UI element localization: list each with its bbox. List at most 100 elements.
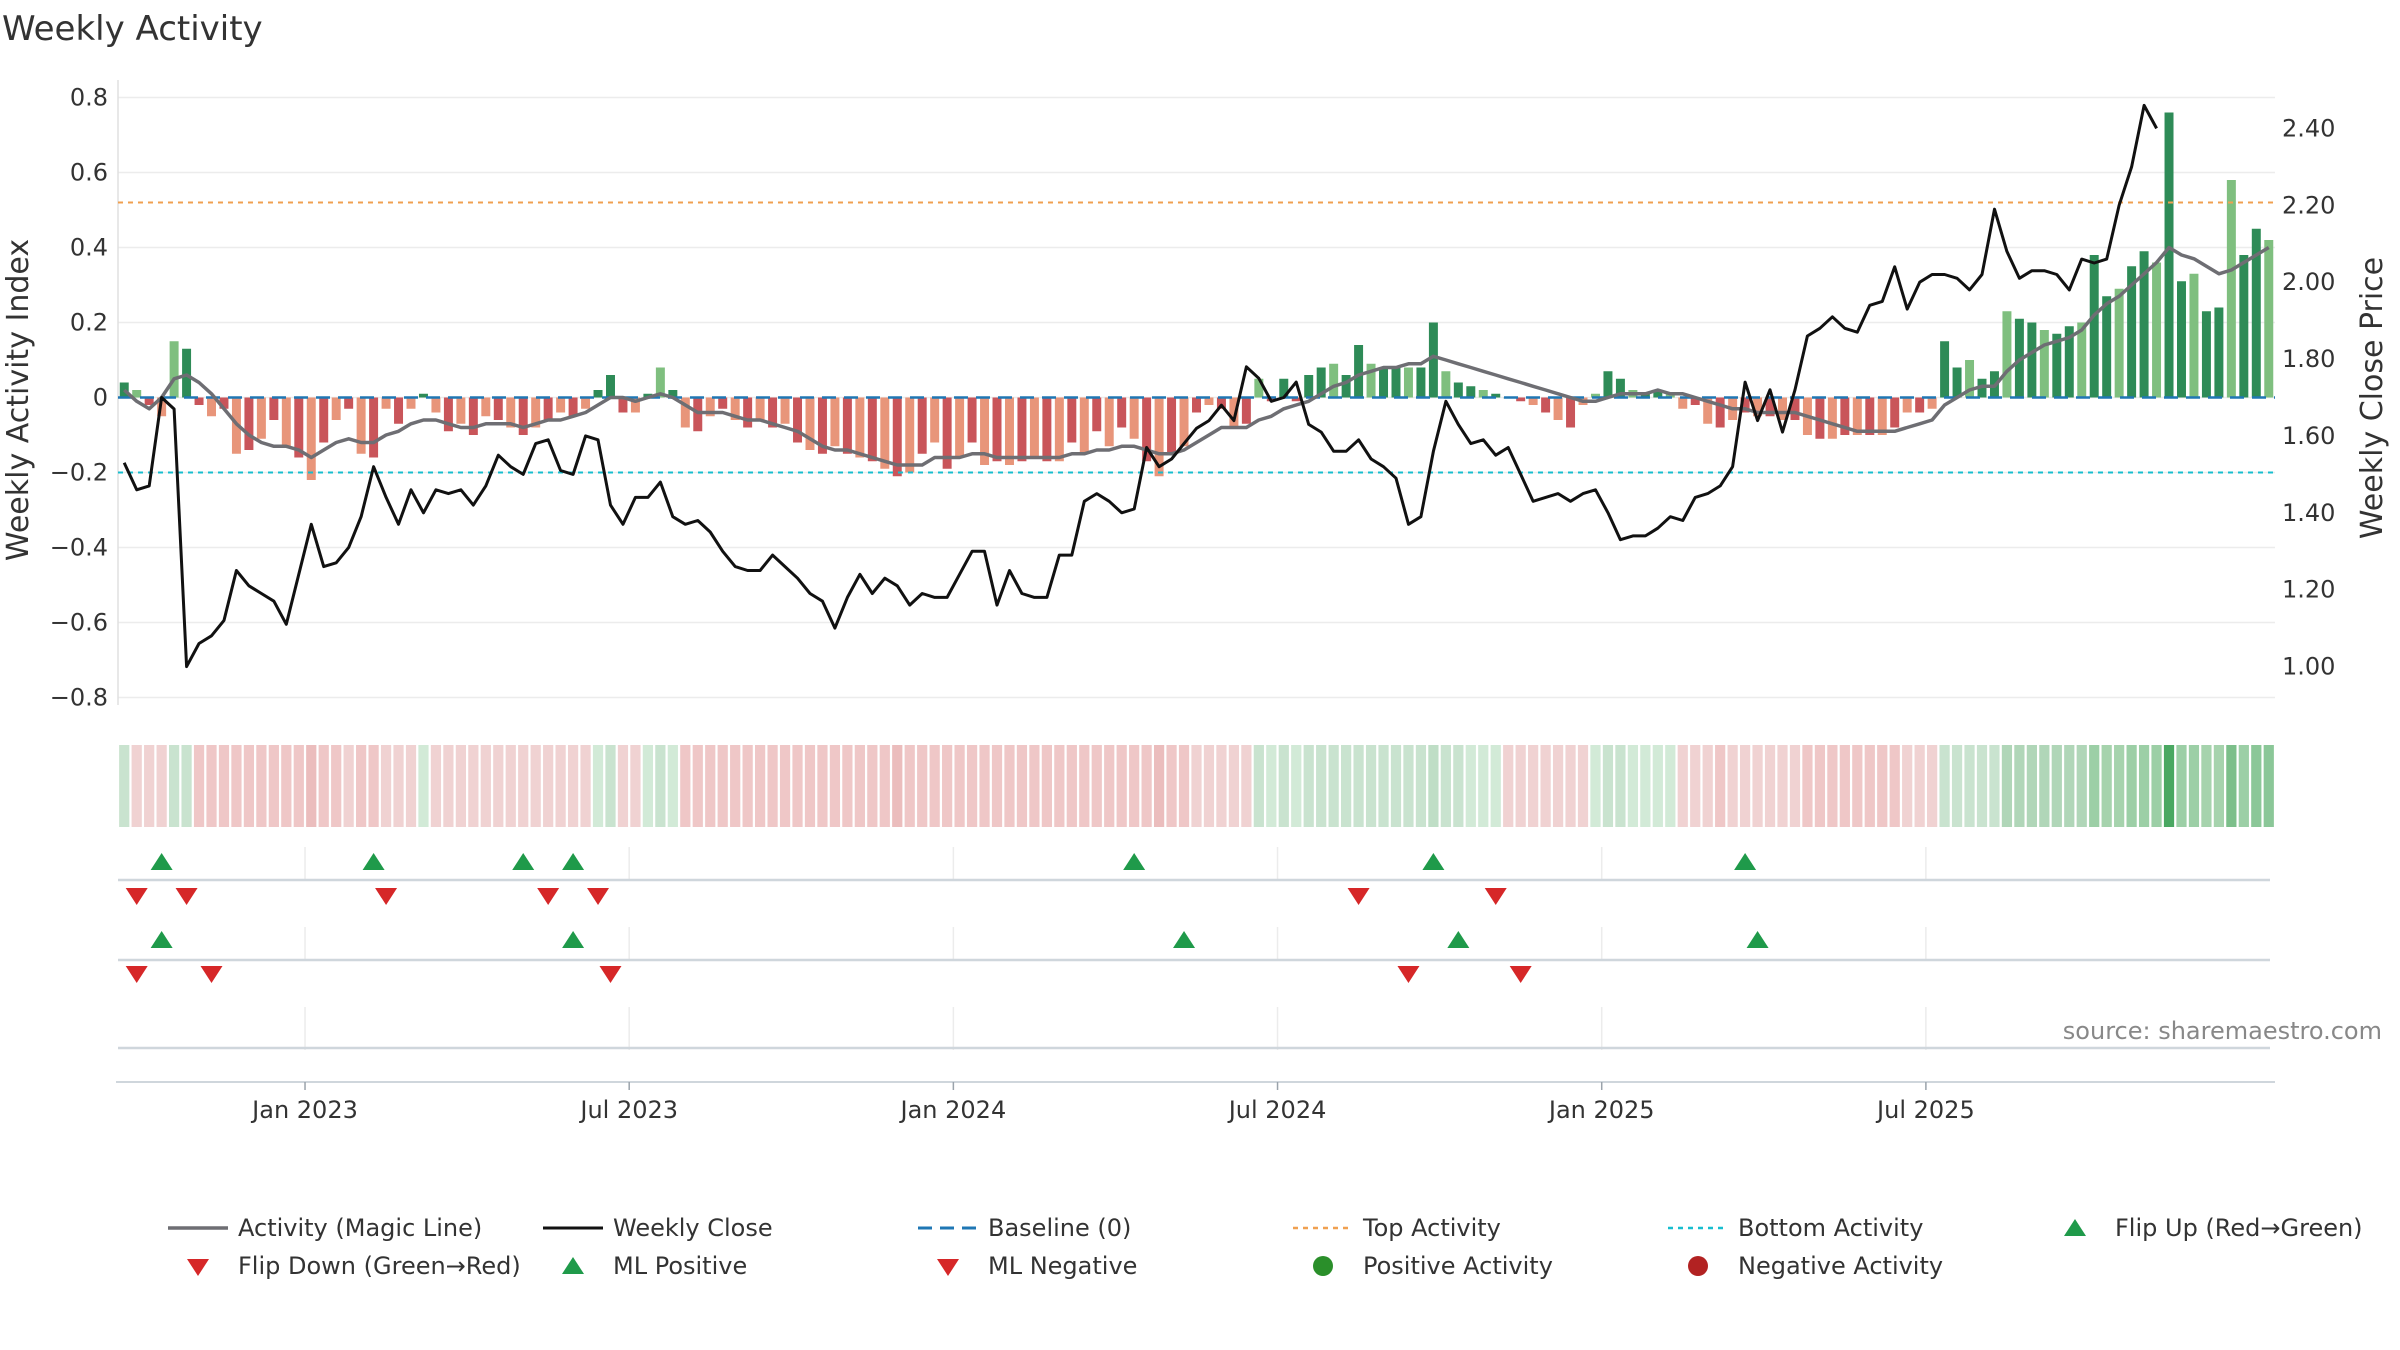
strip-cell <box>1341 745 1352 827</box>
activity-bar <box>805 397 815 450</box>
strip-cell <box>1739 745 1751 827</box>
strip-cell <box>1029 745 1040 827</box>
chart-title: Weekly Activity <box>2 9 263 49</box>
activity-bar <box>2139 251 2149 398</box>
strip-cell <box>1453 745 1464 827</box>
activity-bar <box>1329 363 1339 398</box>
strip-cell <box>892 745 903 827</box>
legend-item: Bottom Activity <box>1668 1208 1923 1248</box>
ml-negative-marker <box>599 966 622 983</box>
source-credit: source: sharemaestro.com <box>2063 1017 2382 1045</box>
strip-cell <box>331 745 342 827</box>
flip-down-marker <box>537 888 560 905</box>
y-tick-left: 0.6 <box>70 159 108 187</box>
strip-cell <box>543 745 554 827</box>
strip-cell <box>1091 745 1102 827</box>
activity-bar <box>2039 330 2049 398</box>
legend-label: Bottom Activity <box>1738 1214 1924 1242</box>
y-tick-left: 0.8 <box>70 84 108 112</box>
activity-bar <box>930 397 940 443</box>
strip-cell <box>1640 745 1651 827</box>
activity-bar <box>269 397 279 420</box>
activity-bar <box>531 397 541 428</box>
strip-cell <box>1702 745 1713 827</box>
strip-cell <box>917 745 928 827</box>
activity-bar <box>1915 397 1925 413</box>
strip-cell <box>767 745 778 827</box>
strip-cell <box>455 745 466 827</box>
strip-cell <box>168 745 180 827</box>
activity-bar <box>344 397 354 409</box>
strip-cell <box>655 745 666 827</box>
ml-negative-marker <box>125 966 148 983</box>
activity-bar <box>406 397 416 409</box>
activity-bar <box>1553 397 1563 420</box>
strip-cell <box>1253 745 1264 827</box>
strip-cell <box>1365 745 1377 827</box>
activity-bar <box>1403 367 1413 398</box>
activity-bar <box>1092 397 1102 432</box>
activity-bar <box>1391 367 1401 398</box>
activity-bar <box>867 397 877 462</box>
strip-cell <box>1066 745 1077 827</box>
strip-cell <box>2001 745 2013 827</box>
x-tick-label: Jan 2025 <box>1547 1096 1655 1124</box>
activity-bar <box>1366 363 1376 398</box>
activity-bar <box>1840 397 1850 435</box>
legend-item: Positive Activity <box>1293 1246 1553 1286</box>
activity-bar <box>1902 397 1912 413</box>
activity-bar <box>842 397 852 454</box>
activity-bar <box>1129 397 1139 439</box>
ml-negative-marker <box>1397 966 1420 983</box>
x-tick-label: Jul 2023 <box>578 1096 678 1124</box>
activity-bar <box>219 397 229 409</box>
activity-bar <box>980 397 990 465</box>
strip-cell <box>343 745 354 827</box>
strip-cell <box>1789 745 1801 827</box>
y-tick-right: 2.40 <box>2282 114 2335 142</box>
activity-bar <box>1765 397 1775 417</box>
activity-bar <box>543 397 553 420</box>
strip-cell <box>1303 745 1314 827</box>
strip-cell <box>1877 745 1888 827</box>
flip-up-marker <box>362 853 385 870</box>
strip-cell <box>692 745 703 827</box>
activity-bar <box>2201 311 2211 398</box>
activity-bar <box>718 397 728 409</box>
strip-cell <box>1540 745 1551 827</box>
strip-cell <box>1590 745 1601 827</box>
strip-cell <box>256 745 267 827</box>
strip-cell <box>2213 745 2225 827</box>
strip-cell <box>1665 745 1676 827</box>
legend-item: Weekly Close <box>543 1208 773 1248</box>
activity-bar <box>581 397 591 409</box>
y-tick-right: 2.00 <box>2282 268 2335 296</box>
activity-bar <box>1428 322 1438 398</box>
legend-label: ML Positive <box>613 1252 748 1280</box>
legend-label: Weekly Close <box>613 1214 773 1242</box>
activity-bar <box>1615 378 1625 398</box>
y-tick-left: −0.2 <box>50 459 108 487</box>
series-lines <box>122 103 2270 669</box>
strip-cell <box>1166 745 1177 827</box>
strip-cell <box>867 745 878 827</box>
strip-cell <box>1814 745 1826 827</box>
activity-bar <box>1965 360 1975 398</box>
strip-cell <box>1041 745 1052 827</box>
activity-bar <box>2189 273 2199 398</box>
strip-cell <box>2188 745 2200 827</box>
y-tick-left: −0.6 <box>50 609 108 637</box>
strip-cell <box>231 745 242 827</box>
activity-bar <box>207 397 217 417</box>
tri-up-green-icon <box>543 1251 603 1281</box>
right-y-ticks: 2.40 2.20 2.00 1.80 1.60 1.40 1.20 1.00 <box>2282 114 2335 680</box>
strip-cell <box>1178 745 1190 827</box>
activity-bar <box>992 397 1002 462</box>
strip-cell <box>804 745 816 827</box>
strip-cell <box>2163 745 2175 827</box>
dot-orange-icon <box>1293 1213 1353 1243</box>
activity-bar <box>1453 382 1463 398</box>
strip-cell <box>2151 745 2162 827</box>
strip-cell <box>1129 745 1140 827</box>
activity-bar <box>1241 397 1251 424</box>
